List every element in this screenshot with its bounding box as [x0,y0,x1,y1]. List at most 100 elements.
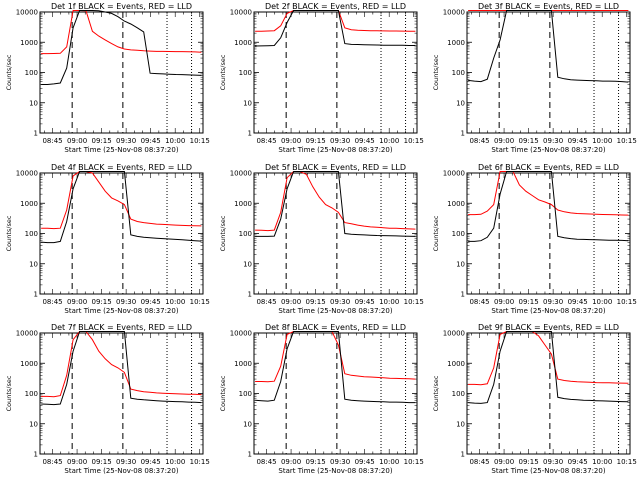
y-tick-label: 10000 [230,330,252,338]
x-tick-label: 09:30 [330,298,350,306]
chart-title: Det 7f BLACK = Events, RED = LLD [51,323,192,332]
series-events-line [255,10,416,47]
x-axis-label: Start Time (25-Nov-08 08:37:20) [491,146,605,154]
y-axis-label: Counts/sec [219,54,227,90]
y-tick-label: 10000 [230,9,252,17]
series-lld-line [255,10,416,32]
plot-frame [466,172,631,295]
y-axis-label: Counts/sec [432,54,440,90]
x-tick-label: 10:15 [190,458,210,466]
y-tick-label: 1000 [20,39,38,47]
series-lld-line [41,10,202,55]
y-tick-label: 1 [34,130,38,138]
x-tick-label: 10:00 [165,458,185,466]
y-tick-label: 10 [29,420,38,428]
x-tick-label: 08:45 [256,137,276,145]
chart-title: Det 1f BLACK = Events, RED = LLD [51,2,192,11]
x-axis-label: Start Time (25-Nov-08 08:37:20) [491,307,605,315]
x-tick-label: 09:15 [306,137,326,145]
x-tick-label: 09:45 [568,458,588,466]
y-tick-label: 10 [29,99,38,107]
x-tick-label: 09:00 [494,458,514,466]
x-tick-label: 10:00 [592,458,612,466]
x-tick-label: 10:15 [617,137,637,145]
y-axis-label: Counts/sec [432,375,440,411]
y-tick-label: 100 [25,390,38,398]
y-axis-label: Counts/sec [219,375,227,411]
y-tick-label: 10000 [16,330,38,338]
y-tick-label: 10 [243,99,252,107]
y-tick-label: 10 [243,260,252,268]
y-tick-label: 100 [452,390,465,398]
y-tick-label: 1 [248,451,252,459]
chart-det-9: Det 9f BLACK = Events, RED = LLD 1 10 100 10… [432,323,637,475]
y-tick-label: 1000 [20,360,38,368]
series-events-line [468,171,629,242]
x-tick-label: 10:15 [404,298,424,306]
chart-title: Det 2f BLACK = Events, RED = LLD [265,2,406,11]
y-tick-label: 1 [461,451,465,459]
series-events-line [255,331,416,404]
x-tick-label: 10:15 [617,458,637,466]
y-tick-label: 100 [239,69,252,77]
chart-title: Det 4f BLACK = Events, RED = LLD [51,163,192,172]
y-tick-label: 100 [452,230,465,238]
y-tick-label: 10000 [16,170,38,178]
x-tick-label: 09:30 [116,458,136,466]
y-tick-label: 1 [34,451,38,459]
x-tick-label: 10:00 [592,298,612,306]
x-tick-label: 09:00 [67,137,87,145]
series-events-line [255,171,416,237]
x-tick-label: 10:15 [404,458,424,466]
x-tick-label: 09:30 [330,137,350,145]
y-tick-label: 100 [239,390,252,398]
series-events-line [468,331,629,404]
y-tick-label: 10000 [16,9,38,17]
x-tick-label: 09:15 [519,137,539,145]
x-tick-label: 09:45 [355,298,375,306]
x-tick-label: 09:45 [568,137,588,145]
x-tick-label: 09:00 [281,458,301,466]
x-tick-label: 10:00 [165,137,185,145]
x-tick-label: 09:15 [519,298,539,306]
x-tick-label: 09:30 [543,298,563,306]
x-tick-label: 09:00 [67,298,87,306]
chart-title: Det 9f BLACK = Events, RED = LLD [478,323,619,332]
y-tick-label: 1 [461,130,465,138]
x-tick-label: 09:45 [141,458,161,466]
chart-title: Det 8f BLACK = Events, RED = LLD [265,323,406,332]
x-axis-label: Start Time (25-Nov-08 08:37:20) [278,467,392,475]
x-tick-label: 09:45 [141,137,161,145]
x-tick-label: 09:30 [116,137,136,145]
x-tick-label: 09:15 [306,298,326,306]
x-tick-label: 10:15 [190,298,210,306]
plot-frame [466,11,631,134]
y-tick-label: 10 [243,420,252,428]
y-axis-label: Counts/sec [5,375,13,411]
chart-det-7: Det 7f BLACK = Events, RED = LLD 1 10 100 10… [5,323,210,475]
y-tick-label: 100 [25,69,38,77]
series-events-line [41,331,202,406]
y-axis-label: Counts/sec [432,215,440,251]
x-tick-label: 09:15 [519,458,539,466]
series-lld-line [255,171,416,232]
x-tick-label: 10:00 [592,137,612,145]
x-tick-label: 09:15 [92,137,112,145]
y-tick-label: 10 [29,260,38,268]
series-lld-line [468,331,629,386]
plot-frame [466,332,631,455]
plot-frame [253,172,418,295]
chart-det-6: Det 6f BLACK = Events, RED = LLD 1 10 100 10… [432,163,637,315]
plot-frame [253,332,418,455]
y-tick-label: 100 [452,69,465,77]
y-tick-label: 10000 [230,170,252,178]
y-axis-label: Counts/sec [219,215,227,251]
x-tick-label: 09:30 [543,137,563,145]
y-axis-label: Counts/sec [5,54,13,90]
y-tick-label: 10000 [443,170,465,178]
x-tick-label: 09:45 [355,458,375,466]
y-tick-label: 1 [248,130,252,138]
x-axis-label: Start Time (25-Nov-08 08:37:20) [491,467,605,475]
x-tick-label: 09:30 [330,458,350,466]
